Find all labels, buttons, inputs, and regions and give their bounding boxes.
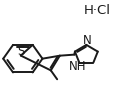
Text: S: S <box>17 45 24 58</box>
Text: N: N <box>83 34 91 47</box>
Text: H·Cl: H·Cl <box>83 4 110 17</box>
Text: NH: NH <box>69 60 87 73</box>
